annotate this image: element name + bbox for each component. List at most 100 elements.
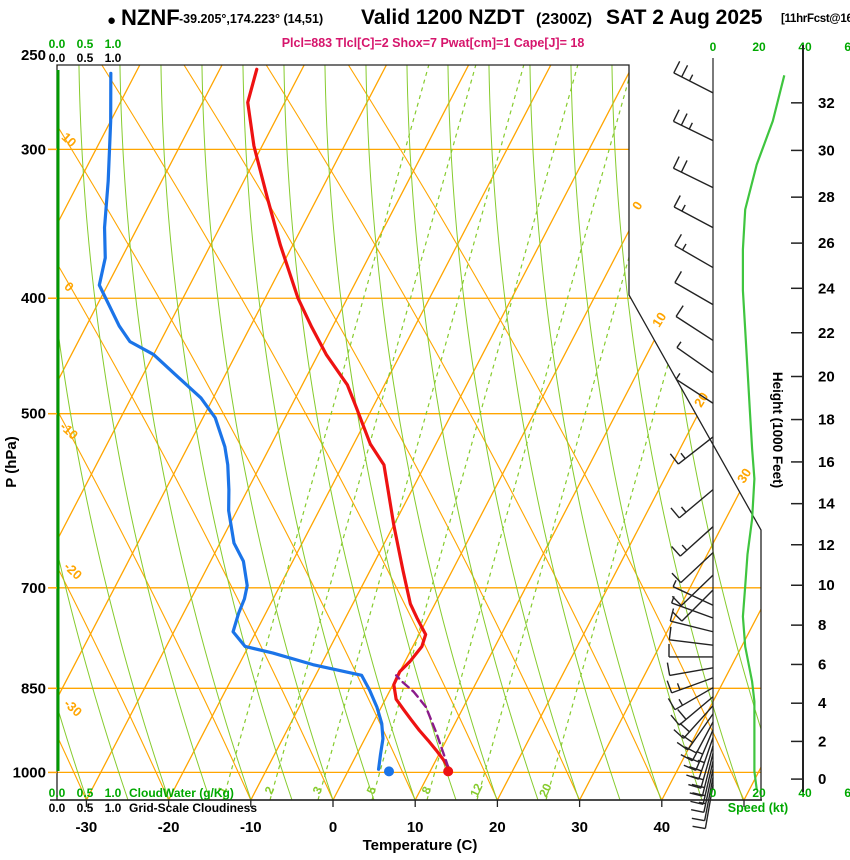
wind-barb-tick [691,783,705,789]
moist-adiabat-line [201,65,334,800]
wind-barb [683,729,714,771]
dry-adiabat-line [0,65,4,800]
wind-barb [670,596,714,619]
wind-barb [680,721,714,762]
wind-barb-shaft [674,282,714,306]
moist-adiabat-line [57,65,129,800]
wind-barb-tick [673,195,681,208]
mixing-ratio-line [371,65,579,800]
wind-barb-shaft [687,713,714,751]
wind-barb [676,341,714,374]
wind-barb-shaft [681,589,714,622]
wind-barb-shaft [670,620,714,633]
height-tick-label: 12 [818,537,835,554]
wind-barb [668,626,714,646]
isotherm-label: 10 [649,310,669,330]
wind-barb [691,777,714,822]
isotherm-line [168,65,552,800]
wind-barb-shaft [672,586,714,606]
wind-barb-shaft [674,687,714,711]
wind-barb-tick [669,453,679,465]
wind-barb [670,696,714,726]
wind-barb-tick [670,507,680,519]
wind-barb-tick [675,305,684,317]
isotherm-line [743,65,761,800]
wind-barb [690,769,714,814]
wind-barb-half-tick [676,341,682,348]
wind-barb [674,233,714,269]
wind-barb-half-tick [672,580,677,587]
wind-barb-shaft [704,785,714,829]
moist-adiabat-line [283,65,416,800]
mixing-ratio-label: 5 [364,784,380,796]
wind-barb [669,436,714,465]
wind-barb [671,552,714,584]
moist-adiabat-line [447,65,580,800]
wind-barb-tick [677,708,687,720]
wind-barb-half-tick [680,506,687,513]
wind-barb [690,761,714,805]
wind-barb-tick [672,156,680,169]
moist-adiabat-line [78,65,211,800]
wind-barb-tick [690,800,704,805]
profile-curves [97,67,454,777]
wind-barb-tick [681,65,689,78]
wind-barb-tick [687,756,700,763]
temperature-tick-label: 20 [489,819,506,836]
dry-adiabat-label: -10 [57,419,81,443]
speed-axis-title: Speed (kt) [728,801,788,815]
surface-dewpoint-dot [383,766,394,777]
cloudwater-scale-bottom: 1.0 [105,786,122,800]
wind-barb-tick [666,662,671,676]
wind-barb-tick [680,160,688,173]
wind-barb-half-tick [681,243,687,251]
height-tick-label: 0 [818,771,826,788]
isotherm-label: 20 [691,390,711,410]
isotherm-line [57,65,141,800]
speed-tick-label-top: 60 [844,40,850,54]
mixing-ratio-label: 12 [467,781,485,799]
height-tick-label: 6 [818,656,826,673]
wind-barb-shaft [675,378,714,404]
station-id: NZNF [121,5,180,30]
wind-barb-shaft [695,729,714,771]
wind-barb-tick [691,817,705,822]
moist-adiabat-line [57,65,170,800]
wind-barb-tick [672,109,680,122]
wind-barb-tick [666,680,673,694]
cloudiness-scale-bottom: 0.5 [77,801,94,815]
wind-barb [669,608,714,633]
wind-barb-shaft [673,120,714,142]
wind-barb-shaft [703,777,714,821]
pressure-tick-label: 250 [21,47,46,64]
wind-barb [673,61,714,94]
wind-barb-tick [672,611,683,622]
speed-tick-label-top: 40 [798,40,812,54]
plot-border [56,64,762,801]
wind-barb-tick [689,766,702,772]
isotherm-line [661,65,761,800]
height-tick-label: 28 [818,189,835,206]
wind-barb [692,785,714,830]
moist-adiabat-line [365,65,498,800]
wind-barb-shaft [680,574,714,607]
wind-barb [676,713,714,751]
height-tick-label: 20 [818,369,835,386]
pressure-tick-label: 500 [21,406,46,423]
wind-barb [673,195,714,229]
mixing-ratio-line [426,65,634,800]
isotherm-line [579,65,761,800]
wind-barb-tick [681,734,694,744]
wind-barb-tick [680,754,693,762]
wind-barb-half-tick [681,204,686,212]
height-tick-label: 18 [818,412,835,429]
height-tick-label: 22 [818,325,835,342]
pressure-axis-title: P (hPa) [3,436,20,487]
moist-adiabat-line [160,65,293,800]
wind-barb-shaft [702,761,714,805]
temperature-tick-label: -30 [76,819,98,836]
wind-barb-half-tick [676,683,681,691]
mixing-ratio-label: 2 [262,784,278,796]
isotherm-label: 0 [629,199,646,213]
